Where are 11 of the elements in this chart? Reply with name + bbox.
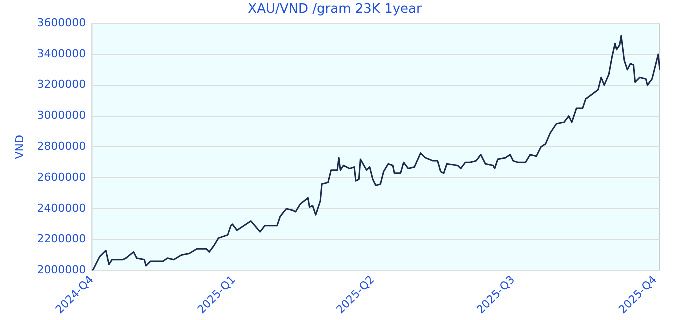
y-tick-label: 3400000 <box>37 47 86 60</box>
y-tick-label: 2000000 <box>37 264 86 277</box>
y-tick-label: 2600000 <box>37 170 86 184</box>
y-tick-label: 3600000 <box>37 16 86 30</box>
y-tick-label: 3000000 <box>37 109 86 122</box>
y-tick-label: 2200000 <box>37 232 86 246</box>
y-tick-label: 2400000 <box>37 202 86 215</box>
y-tick-label: 2800000 <box>37 140 86 154</box>
chart-title: XAU/VND /gram 23K 1year <box>248 2 422 18</box>
y-tick-label: 3200000 <box>37 78 86 92</box>
y-axis-title: VND <box>13 135 26 160</box>
